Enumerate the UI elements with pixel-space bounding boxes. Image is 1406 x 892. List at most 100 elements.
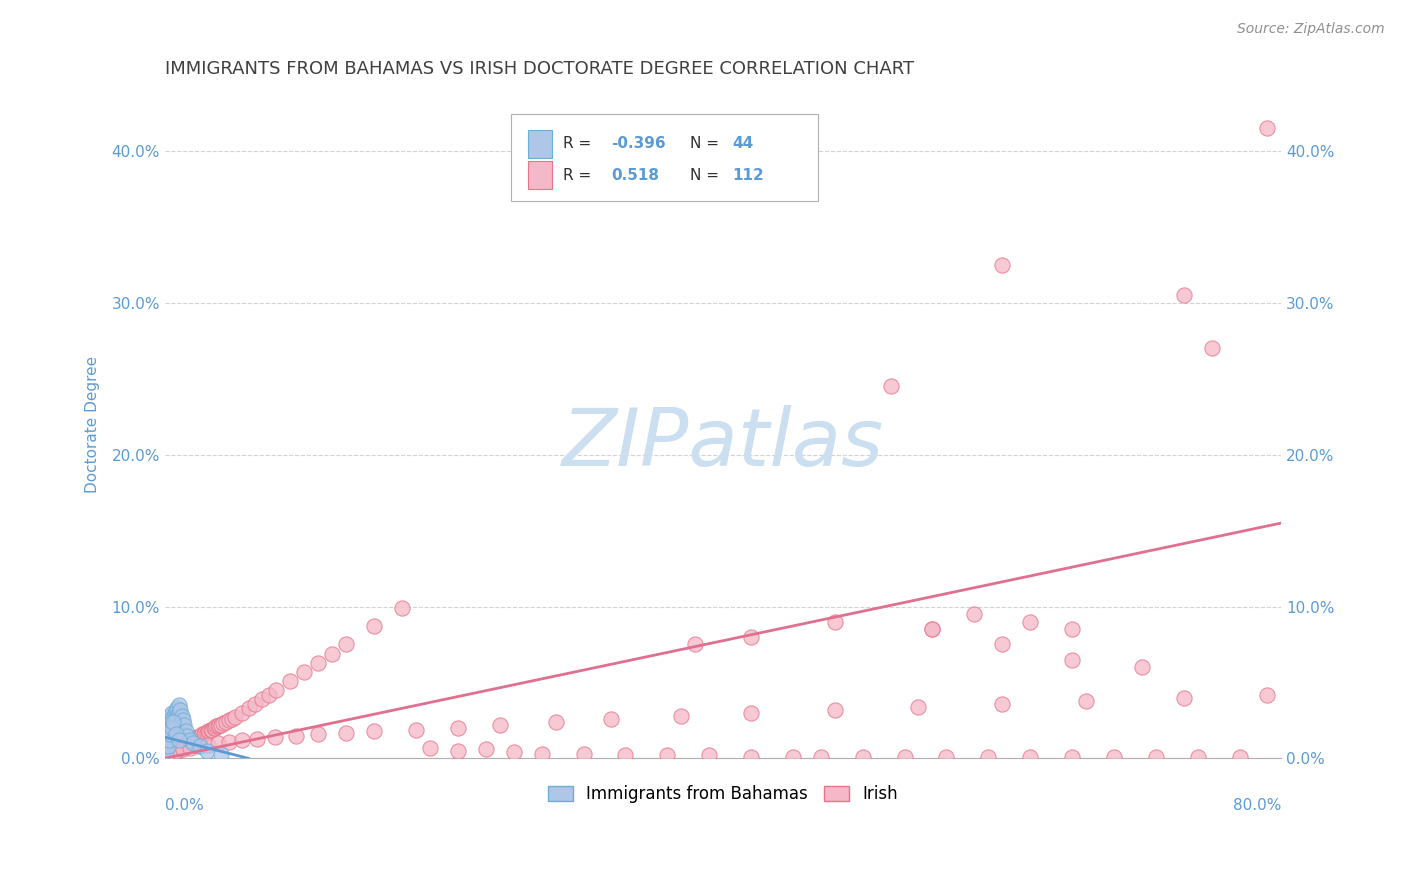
Point xyxy=(165,727,187,741)
Point xyxy=(824,615,846,629)
Point xyxy=(172,742,194,756)
Point xyxy=(1060,653,1083,667)
Point xyxy=(179,733,201,747)
Text: N =: N = xyxy=(689,136,718,152)
Point xyxy=(162,710,184,724)
Point xyxy=(204,721,226,735)
Point xyxy=(231,733,253,747)
Point xyxy=(285,729,308,743)
Point xyxy=(157,748,180,763)
Text: N =: N = xyxy=(689,168,718,183)
Point xyxy=(252,692,274,706)
Point xyxy=(159,718,181,732)
Point xyxy=(363,724,385,739)
Point xyxy=(155,744,177,758)
Point xyxy=(170,709,193,723)
Point xyxy=(205,719,228,733)
Text: -0.396: -0.396 xyxy=(612,136,666,152)
Point xyxy=(224,710,246,724)
Point xyxy=(184,731,207,746)
Point xyxy=(173,738,195,752)
Point xyxy=(893,749,915,764)
Text: IMMIGRANTS FROM BAHAMAS VS IRISH DOCTORATE DEGREE CORRELATION CHART: IMMIGRANTS FROM BAHAMAS VS IRISH DOCTORA… xyxy=(165,60,914,78)
Point xyxy=(907,699,929,714)
Point xyxy=(391,601,413,615)
Point xyxy=(159,724,181,739)
Y-axis label: Doctorate Degree: Doctorate Degree xyxy=(86,356,100,493)
Point xyxy=(935,749,957,764)
Text: 112: 112 xyxy=(733,168,763,183)
Point xyxy=(782,749,804,764)
Point xyxy=(181,733,204,747)
Point xyxy=(160,714,183,728)
Point xyxy=(181,736,204,750)
Text: 0.0%: 0.0% xyxy=(165,798,204,814)
Point xyxy=(174,724,197,739)
Point xyxy=(165,712,187,726)
Point xyxy=(165,704,187,718)
Point xyxy=(194,725,217,739)
Point xyxy=(157,729,180,743)
Point xyxy=(447,721,470,735)
Point xyxy=(157,714,180,728)
FancyBboxPatch shape xyxy=(527,161,553,189)
Point xyxy=(155,736,177,750)
Point xyxy=(321,647,343,661)
Point xyxy=(335,725,357,739)
Point xyxy=(166,701,188,715)
Point xyxy=(165,744,187,758)
Point xyxy=(1173,288,1195,302)
Point xyxy=(159,709,181,723)
Point xyxy=(238,701,260,715)
Point xyxy=(162,745,184,759)
Point xyxy=(266,683,288,698)
Point xyxy=(502,745,524,759)
Point xyxy=(177,734,200,748)
Point xyxy=(1130,660,1153,674)
Point xyxy=(163,714,186,729)
Point xyxy=(167,698,190,713)
Point xyxy=(1144,749,1167,764)
Point xyxy=(170,739,193,754)
Point xyxy=(172,714,194,728)
Point xyxy=(1060,622,1083,636)
Point xyxy=(200,723,222,737)
Text: R =: R = xyxy=(564,168,592,183)
Text: 0.518: 0.518 xyxy=(612,168,659,183)
Point xyxy=(202,721,225,735)
Point xyxy=(159,747,181,761)
Point xyxy=(475,742,498,756)
Point xyxy=(1229,749,1251,764)
Point xyxy=(207,719,229,733)
Point xyxy=(335,638,357,652)
Point xyxy=(740,749,762,764)
Text: 80.0%: 80.0% xyxy=(1233,798,1281,814)
Point xyxy=(963,607,986,621)
Point xyxy=(167,733,190,747)
Point xyxy=(201,723,224,737)
Point xyxy=(292,665,315,679)
Point xyxy=(1256,688,1278,702)
Point xyxy=(1201,342,1223,356)
Point xyxy=(172,738,194,752)
Point xyxy=(1173,690,1195,705)
Point xyxy=(156,718,179,732)
Point xyxy=(307,656,329,670)
Point xyxy=(657,748,679,763)
Point xyxy=(166,742,188,756)
Point xyxy=(1019,749,1042,764)
Point xyxy=(209,747,232,761)
Point xyxy=(218,714,240,728)
Point xyxy=(363,619,385,633)
Point xyxy=(198,724,221,739)
Point xyxy=(195,725,218,739)
Point xyxy=(197,738,219,752)
Point xyxy=(810,749,832,764)
Point xyxy=(169,703,191,717)
Point xyxy=(530,747,553,761)
Point xyxy=(221,712,243,726)
Point xyxy=(188,739,211,754)
Point xyxy=(187,739,209,754)
Point xyxy=(155,739,177,754)
Point xyxy=(921,622,943,636)
